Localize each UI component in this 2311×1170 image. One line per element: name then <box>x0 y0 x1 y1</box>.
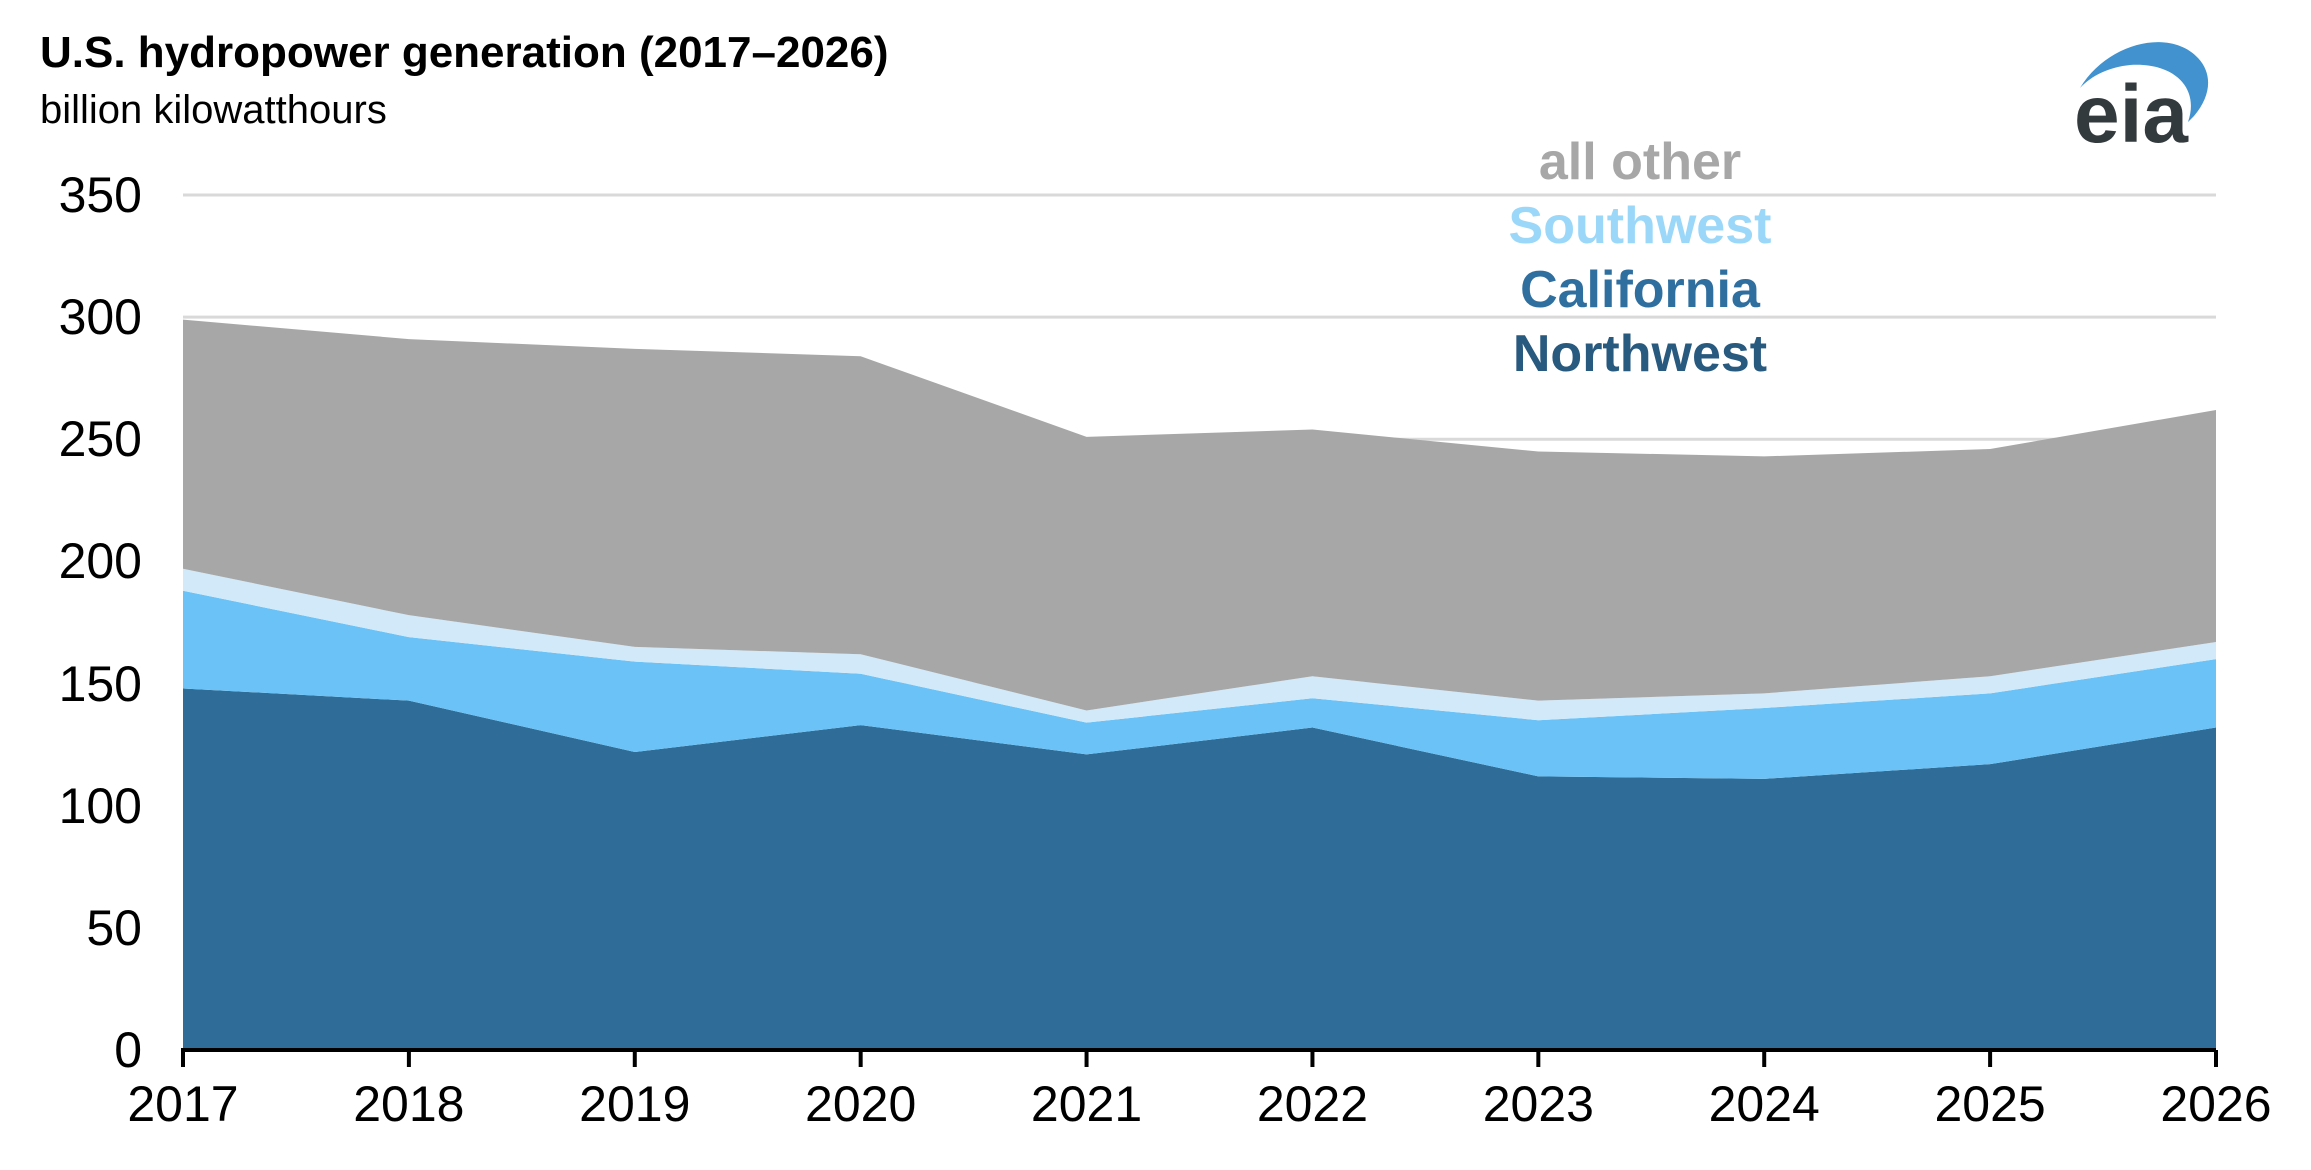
legend-item-all-other: all other <box>1538 133 1742 191</box>
chart-legend: all other Southwest California Northwest <box>1440 130 1840 386</box>
x-tick-label-2020: 2020 <box>805 1076 917 1132</box>
y-tick-label-0: 0 <box>114 1022 142 1078</box>
area-southwest <box>183 568 2216 723</box>
x-tick-label-2022: 2022 <box>1256 1076 1369 1132</box>
legend-item-california: California <box>1520 261 1760 319</box>
y-tick-label-350: 350 <box>58 167 142 223</box>
y-tick-label-250: 250 <box>58 411 142 468</box>
legend-item-southwest: Southwest <box>1508 197 1772 255</box>
y-tick-label-150: 150 <box>58 655 142 712</box>
area-northwest <box>183 688 2216 1050</box>
y-tick-label-200: 200 <box>58 533 142 590</box>
eia-logo: eia <box>2074 42 2209 155</box>
y-tick-label-50: 50 <box>86 899 142 956</box>
eia-logo-text: eia <box>2074 69 2189 155</box>
page-subtitle: billion kilowatthours <box>40 88 387 132</box>
eia-swoosh-icon <box>2080 42 2209 123</box>
page-title: U.S. hydropower generation (2017–2026) <box>40 28 889 77</box>
x-tick-label-2026: 2026 <box>2160 1076 2272 1132</box>
x-tick-label-2019: 2019 <box>579 1076 691 1132</box>
legend-item-northwest: Northwest <box>1512 325 1768 383</box>
area-all-other <box>183 319 2216 711</box>
x-tick-label-2017: 2017 <box>127 1076 239 1132</box>
x-tick-label-2025: 2025 <box>1934 1076 2046 1132</box>
x-tick-label-2018: 2018 <box>353 1076 465 1132</box>
x-tick-label-2024: 2024 <box>1708 1076 1820 1132</box>
y-tick-label-100: 100 <box>58 777 142 834</box>
x-tick-label-2021: 2021 <box>1030 1076 1143 1132</box>
x-tick-label-2023: 2023 <box>1482 1076 1594 1132</box>
area-california <box>183 590 2216 779</box>
y-tick-label-300: 300 <box>58 289 142 346</box>
